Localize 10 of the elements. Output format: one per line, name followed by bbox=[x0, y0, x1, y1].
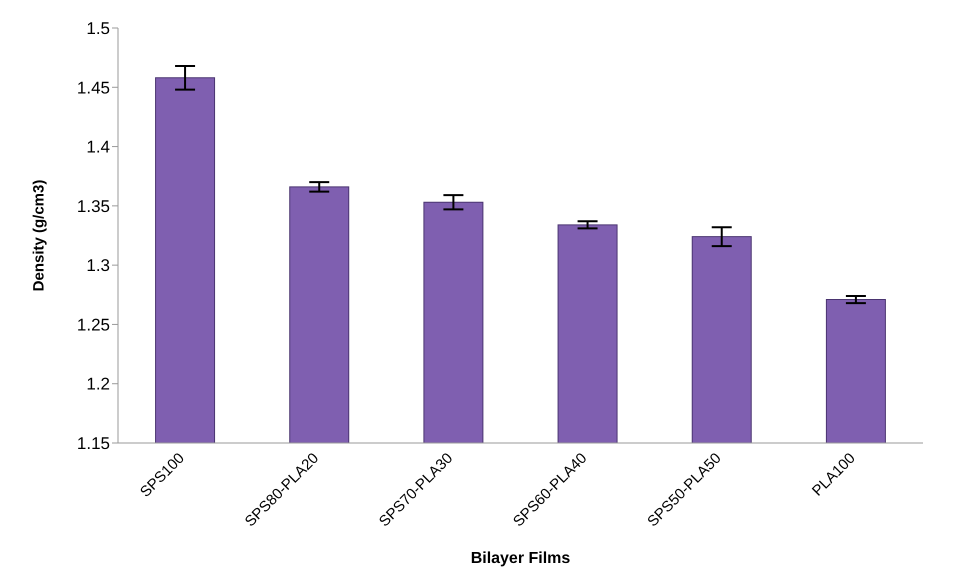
y-tick-label: 1.35 bbox=[76, 196, 110, 216]
y-tick-label: 1.45 bbox=[76, 78, 110, 98]
y-tick-label: 1.2 bbox=[86, 374, 110, 394]
y-tick-label: 1.15 bbox=[76, 434, 110, 454]
y-tick-label: 1.3 bbox=[86, 256, 110, 276]
y-tick-label: 1.4 bbox=[86, 138, 110, 157]
x-axis-title: Bilayer Films bbox=[470, 550, 570, 567]
y-tick-label: 1.25 bbox=[76, 315, 110, 334]
y-axis-title: Density (g/cm3) bbox=[30, 180, 48, 292]
y-tick-label: 1.5 bbox=[86, 19, 110, 38]
